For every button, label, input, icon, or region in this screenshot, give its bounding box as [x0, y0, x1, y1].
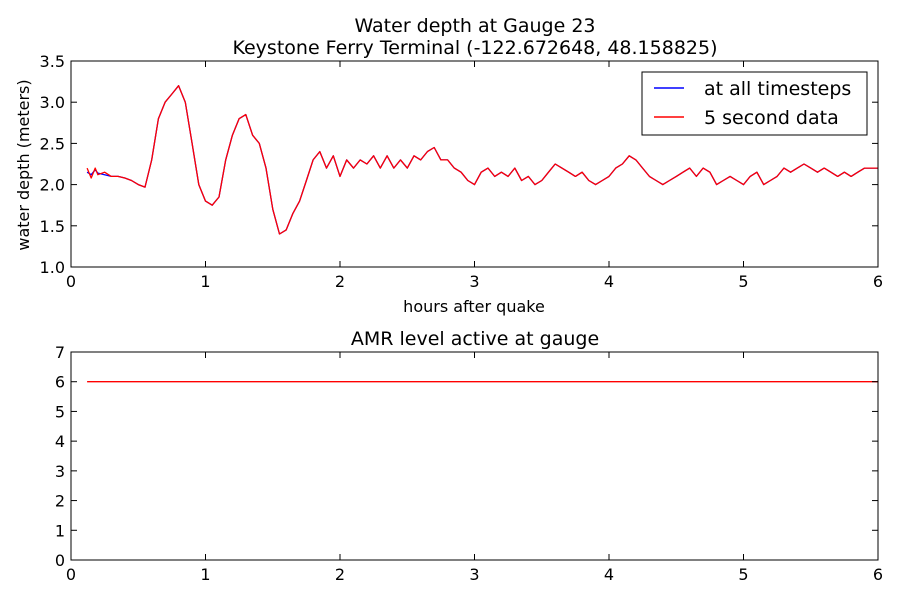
legend-frame: [641, 71, 868, 136]
chart-1-ytick-label: 3.5: [40, 52, 65, 71]
chart-2-ytick-label: 1: [55, 521, 65, 540]
chart-2-ytick-label: 6: [55, 373, 65, 392]
chart-2-xtick-label: 2: [335, 565, 345, 584]
chart-2-ytick-label: 7: [55, 343, 65, 362]
chart-2-xtick-label: 3: [469, 565, 479, 584]
chart-1-ytick-label: 3.0: [40, 93, 65, 112]
chart-2-ytick-label: 2: [55, 492, 65, 511]
chart-2-ytick-label: 4: [55, 432, 65, 451]
chart-1-ytick-label: 1.0: [40, 258, 65, 277]
chart-2-xtick-label: 5: [738, 565, 748, 584]
chart-1-xtick-label: 3: [469, 272, 479, 291]
chart-1-ylabel: water depth (meters): [14, 79, 33, 250]
chart-2-axes-frame: [70, 351, 879, 561]
chart-2-ytick-label: 5: [55, 402, 65, 421]
legend-label-series-2: 5 second data: [704, 107, 839, 129]
chart-1-xtick-label: 1: [200, 272, 210, 291]
chart-1-title: Water depth at Gauge 23: [354, 15, 595, 37]
chart-2-xtick-label: 0: [66, 565, 76, 584]
chart-2-xtick-label: 1: [200, 565, 210, 584]
chart-1-xtick-label: 4: [604, 272, 614, 291]
chart-1-ytick-label: 2.0: [40, 176, 65, 195]
legend-label-series-1: at all timesteps: [704, 78, 851, 100]
chart-1-xtick-label: 2: [335, 272, 345, 291]
chart-1-xtick-label: 5: [738, 272, 748, 291]
chart-1-xtick-label: 6: [873, 272, 883, 291]
chart-1-ytick-label: 1.5: [40, 217, 65, 236]
chart-2-ytick-label: 0: [55, 551, 65, 570]
chart-2-plot: 0 1 2 3 4 5 6 0 1 2 3 4 5 6 7: [55, 343, 883, 584]
chart-1-xlabel: hours after quake: [403, 297, 545, 316]
chart-2-xtick-label: 4: [604, 565, 614, 584]
chart-2-xtick-label: 6: [873, 565, 883, 584]
chart-2-title: AMR level active at gauge: [351, 328, 599, 350]
chart-1-ytick-label: 2.5: [40, 134, 65, 153]
chart-1-legend: at all timesteps 5 second data: [641, 71, 868, 136]
chart-1-subtitle: Keystone Ferry Terminal (-122.672648, 48…: [232, 37, 717, 59]
chart-1-xtick-label: 0: [66, 272, 76, 291]
chart-1-plot: 0 1 2 3 4 5 6 1.0 1.5 2.0 2.5 3.0 3.5: [40, 52, 884, 291]
chart-2-ytick-label: 3: [55, 462, 65, 481]
chart-1-series-2-line: [86, 85, 878, 235]
